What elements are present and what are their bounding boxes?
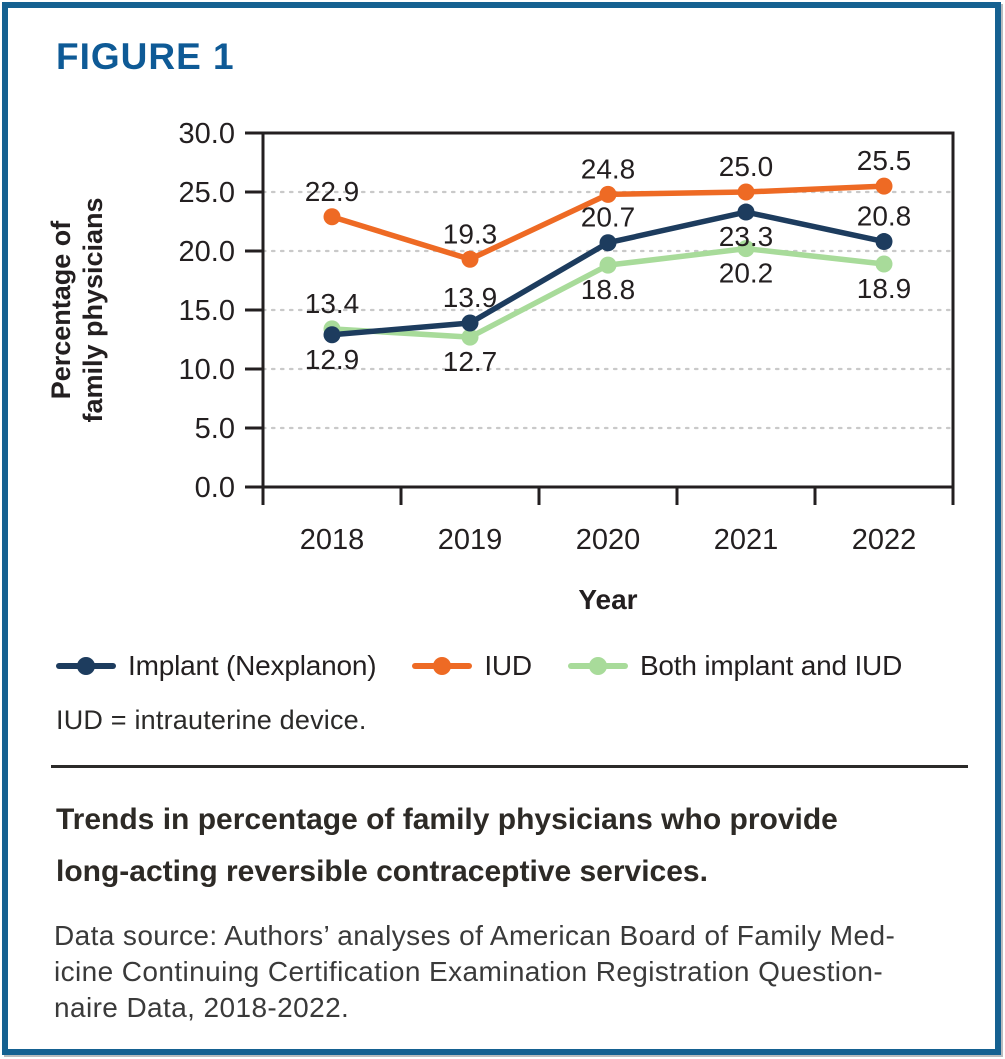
y-axis-title: Percentage of family physicians	[48, 197, 108, 422]
data-point-label: 25.0	[719, 151, 774, 182]
data-point	[323, 326, 341, 344]
data-source-line-1: Data source: Authors’ analyses of Americ…	[54, 920, 896, 951]
data-point	[599, 256, 617, 274]
y-tick-label: 25.0	[179, 177, 235, 209]
caption-line-2: long-acting reversible contraceptive ser…	[56, 855, 708, 888]
x-tick-label: 2019	[438, 524, 503, 556]
legend-item-iud: IUD	[412, 650, 532, 682]
divider-line	[51, 765, 968, 768]
x-axis-title: Year	[578, 584, 637, 615]
data-source-note: Data source: Authors’ analyses of Americ…	[54, 918, 974, 1026]
legend-label-both: Both implant and IUD	[639, 650, 903, 681]
iud-line-marker-icon	[412, 656, 473, 676]
data-point-label: 13.4	[305, 288, 360, 319]
legend-item-both: Both implant and IUD	[567, 650, 903, 682]
data-point-label: 20.8	[857, 201, 912, 232]
data-point	[461, 328, 479, 346]
svg-text:family physicians: family physicians	[78, 197, 108, 422]
figure-label: FIGURE 1	[56, 36, 235, 77]
data-point-label: 20.2	[719, 258, 774, 289]
data-point	[875, 177, 893, 195]
data-point-label: 13.9	[443, 282, 498, 313]
figure-caption: Trends in percentage of family physician…	[56, 794, 956, 898]
data-point-label: 19.3	[443, 218, 498, 249]
both-line-marker-icon	[567, 656, 628, 676]
implant-line-marker-icon	[56, 656, 116, 676]
data-point-label: 23.3	[719, 221, 774, 252]
line-chart: 0.0 5.0 10.0 15.0 20.0 25.0 30.0 2018 2019 2020 20…	[48, 118, 955, 615]
data-point	[875, 233, 893, 251]
data-point	[737, 183, 755, 201]
svg-text:Percentage of: Percentage of	[48, 220, 76, 400]
x-tick-label: 2021	[714, 524, 779, 556]
abbreviation-note: IUD = intrauterine device.	[56, 705, 367, 735]
data-source-line-2: icine Continuing Certification Examinati…	[54, 956, 884, 987]
y-tick-label: 30.0	[179, 118, 235, 150]
caption-line-1: Trends in percentage of family physician…	[56, 803, 838, 836]
y-tick-label: 15.0	[179, 295, 235, 327]
data-point-label: 25.5	[857, 145, 912, 176]
data-point-label: 12.9	[305, 344, 360, 375]
data-point-label: 18.9	[857, 273, 912, 304]
y-tick-label: 20.0	[179, 236, 235, 268]
legend-label-implant: Implant (Nexplanon)	[128, 650, 377, 681]
data-point	[599, 185, 617, 203]
data-point-label: 12.7	[443, 346, 498, 377]
legend-item-implant: Implant (Nexplanon)	[56, 650, 377, 682]
data-point	[737, 203, 755, 221]
data-point-label: 20.7	[581, 202, 636, 233]
y-tick-label: 10.0	[179, 354, 235, 386]
y-tick-label: 5.0	[195, 413, 235, 445]
data-point-label: 22.9	[305, 176, 360, 207]
x-tick-label: 2020	[576, 524, 641, 556]
data-source-line-3: naire Data, 2018-2022.	[54, 992, 350, 1023]
data-point	[323, 208, 341, 226]
data-point	[461, 314, 479, 332]
data-point	[461, 250, 479, 268]
chart-legend: Implant (Nexplanon) IUD Both implant and…	[56, 650, 902, 682]
legend-label-iud: IUD	[484, 650, 532, 681]
x-tick-label: 2018	[300, 524, 365, 556]
y-tick-label: 0.0	[195, 472, 235, 504]
data-point	[599, 234, 617, 252]
data-point-label: 18.8	[581, 274, 636, 305]
data-point	[737, 240, 755, 258]
data-point	[875, 255, 893, 273]
x-tick-label: 2022	[852, 524, 917, 556]
data-point-label: 24.8	[581, 153, 636, 184]
